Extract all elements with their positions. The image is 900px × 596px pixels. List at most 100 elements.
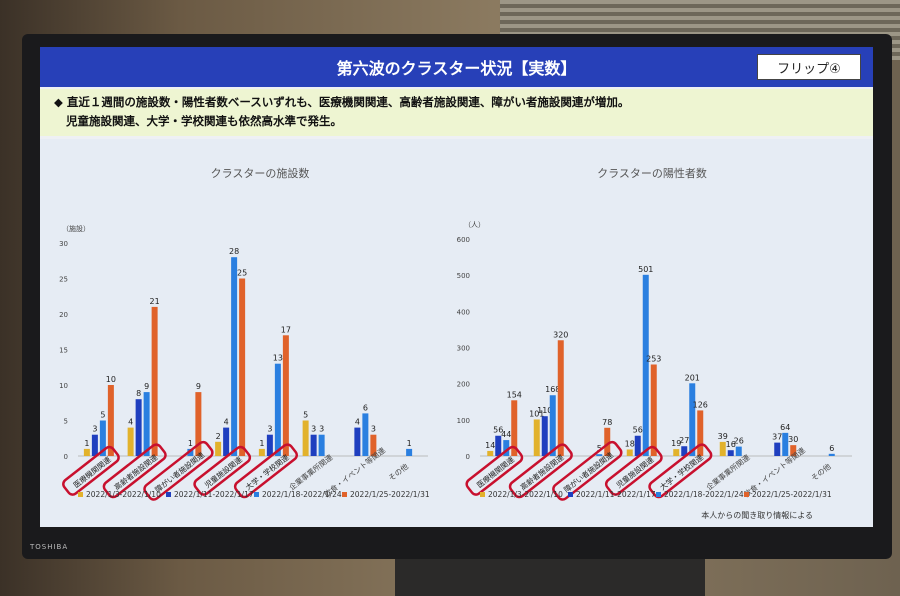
slide-screen: 第六波のクラスター状況【実数】 フリップ④ ◆ 直近１週間の施設数・陽性者数ベー… <box>40 47 873 527</box>
bar <box>650 364 657 456</box>
category-label-group: 企業事業所関連 <box>287 452 335 493</box>
legend-label: 2022/1/25-2022/1/31 <box>752 490 832 499</box>
bar-value-label: 10 <box>106 375 116 384</box>
bar <box>828 453 835 456</box>
bar <box>310 434 317 456</box>
bar-value-label: 5 <box>303 411 308 420</box>
bar <box>231 257 238 456</box>
bar-value-label: 27 <box>679 436 689 445</box>
bar <box>274 363 281 456</box>
bar-value-label: 3 <box>92 425 97 434</box>
bar-value-label: 5 <box>100 411 105 420</box>
highlight-outline <box>604 445 663 496</box>
bar-value-label: 1 <box>407 439 412 448</box>
bar-value-label: 28 <box>229 247 239 256</box>
brand-logo: TOSHIBA <box>30 543 69 551</box>
category-label-group: その他 <box>386 461 410 483</box>
flip-label: フリップ④ <box>757 54 861 80</box>
bar <box>127 427 134 456</box>
bar-value-label: 16 <box>726 440 736 449</box>
chart-title: クラスターの陽性者数 <box>597 166 707 180</box>
bar <box>541 416 548 456</box>
bar <box>187 448 194 456</box>
bar <box>774 442 781 456</box>
note-line-1: ◆ 直近１週間の施設数・陽性者数ベースいずれも、医療機関関連、高齢者施設関連、障… <box>54 95 630 109</box>
bar-value-label: 25 <box>237 269 247 278</box>
bar-value-label: 64 <box>780 423 790 432</box>
bar-value-label: 168 <box>545 385 560 394</box>
legend-label: 2022/1/25-2022/1/31 <box>350 490 430 499</box>
bar-value-label: 8 <box>136 389 141 398</box>
bar-value-label: 37 <box>772 433 782 442</box>
y-tick-label: 0 <box>466 453 470 461</box>
legend-swatch <box>78 492 83 497</box>
bar-value-label: 5 <box>597 444 602 453</box>
bar <box>151 306 158 456</box>
bar <box>487 450 494 456</box>
bar <box>511 400 518 456</box>
bar <box>362 413 369 456</box>
chart-area: クラスターの施設数 （施設） 0 5 10 15 20 25 30 1 3 5 10 医療機関関連 4 8 9 2… <box>40 139 873 527</box>
legend-swatch <box>656 492 661 497</box>
bar <box>91 434 98 456</box>
bar <box>533 419 540 456</box>
highlight-outline <box>233 443 298 499</box>
legend-swatch <box>480 492 485 497</box>
y-tick-label: 200 <box>457 381 470 389</box>
bar-value-label: 56 <box>633 426 643 435</box>
y-tick-label: 25 <box>59 276 68 284</box>
bar <box>790 445 797 456</box>
bar-value-label: 17 <box>281 325 291 334</box>
highlight-outline <box>552 440 623 501</box>
y-tick-label: 15 <box>59 347 68 355</box>
charts-svg: クラスターの施設数（施設）05101520253013510医療機関関連4892… <box>59 166 852 501</box>
bar-value-label: 201 <box>685 373 700 382</box>
bar-value-label: 126 <box>693 400 708 409</box>
bar-value-label: 4 <box>224 418 229 427</box>
legend-label: 2022/1/3-2022/1/10 <box>86 490 161 499</box>
legend-swatch <box>568 492 573 497</box>
bar <box>195 392 202 456</box>
bar-value-label: 110 <box>537 406 552 415</box>
bar-value-label: 30 <box>788 435 798 444</box>
bar-value-label: 2 <box>216 432 221 441</box>
bar <box>549 395 556 456</box>
y-tick-label: 500 <box>457 272 470 280</box>
summary-notes: ◆ 直近１週間の施設数・陽性者数ベースいずれも、医療機関関連、高齢者施設関連、障… <box>40 89 873 136</box>
bar <box>626 449 633 456</box>
bar <box>634 435 641 456</box>
bar <box>107 385 114 456</box>
legend-label: 2022/1/3-2022/1/10 <box>488 490 563 499</box>
bar-value-label: 4 <box>355 418 360 427</box>
bar-value-label: 1 <box>188 439 193 448</box>
highlight-outline <box>648 443 713 499</box>
bar-value-label: 154 <box>507 390 522 399</box>
bar <box>642 274 649 456</box>
legend-swatch <box>744 492 749 497</box>
category-label: その他 <box>386 461 410 483</box>
bar <box>99 420 106 456</box>
bar <box>83 448 90 456</box>
bar <box>689 383 696 456</box>
bar-value-label: 1 <box>259 439 264 448</box>
bar-value-label: 21 <box>150 297 160 306</box>
bar-value-label: 3 <box>319 425 324 434</box>
bar-value-label: 9 <box>144 382 149 391</box>
legend-label: 2022/1/18-2022/1/24 <box>664 490 744 499</box>
bar <box>495 435 502 456</box>
bar-value-label: 56 <box>493 426 503 435</box>
bar <box>258 448 265 456</box>
y-tick-label: 0 <box>64 453 68 461</box>
bar <box>282 335 289 456</box>
bar-value-label: 3 <box>311 425 316 434</box>
bar <box>143 392 150 456</box>
bar-value-label: 1 <box>84 439 89 448</box>
bar-value-label: 501 <box>638 265 653 274</box>
bar <box>681 446 688 456</box>
legend-swatch <box>254 492 259 497</box>
y-axis-label: （施設） <box>62 224 90 233</box>
bar-value-label: 3 <box>371 425 376 434</box>
y-tick-label: 20 <box>59 311 68 319</box>
source-note: 本人からの聞き取り情報による <box>701 511 813 520</box>
bar <box>318 434 325 456</box>
